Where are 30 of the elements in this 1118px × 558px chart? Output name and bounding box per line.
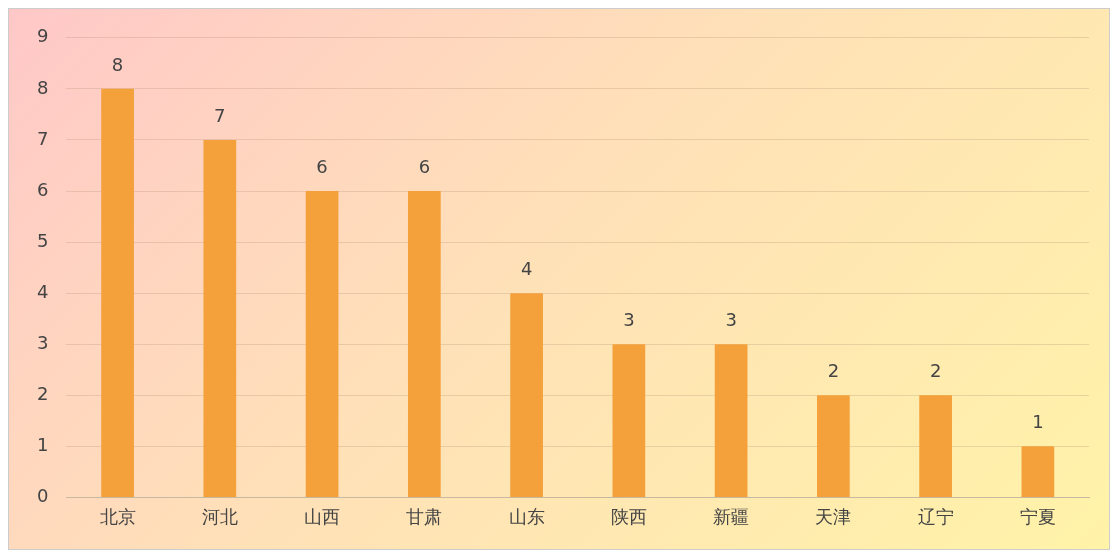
y-tick-label: 5	[37, 229, 49, 251]
x-tick-label: 北京	[99, 505, 136, 527]
x-tick-label: 新疆	[713, 505, 750, 527]
data-label: 1	[1032, 411, 1044, 433]
x-tick-label: 山西	[304, 505, 341, 527]
x-tick-label: 天津	[815, 505, 852, 527]
x-tick-label: 陕西	[610, 505, 647, 527]
y-tick-label: 2	[37, 382, 49, 404]
data-label: 7	[214, 104, 226, 126]
y-tick-label: 6	[37, 178, 49, 200]
data-label: 3	[623, 308, 635, 330]
y-tick-label: 8	[37, 76, 49, 98]
y-tick-label: 7	[37, 127, 49, 149]
data-label: 2	[827, 359, 840, 381]
y-tick-label: 3	[37, 331, 49, 353]
data-label: 3	[725, 308, 737, 330]
x-tick-label: 辽宁	[917, 505, 954, 527]
y-tick-label: 9	[37, 25, 49, 47]
x-tick-label: 河北	[201, 505, 238, 527]
data-label: 8	[111, 53, 124, 75]
data-label: 6	[418, 155, 431, 177]
x-tick-label: 甘肃	[406, 505, 443, 527]
data-label: 2	[929, 359, 942, 381]
y-tick-label: 0	[37, 485, 49, 507]
x-tick-label: 山东	[508, 505, 545, 527]
data-label: 6	[316, 155, 328, 177]
y-tick-label: 4	[37, 280, 49, 302]
x-tick-label: 宁夏	[1019, 505, 1056, 527]
data-label: 4	[520, 257, 533, 279]
y-tick-label: 1	[37, 434, 49, 456]
